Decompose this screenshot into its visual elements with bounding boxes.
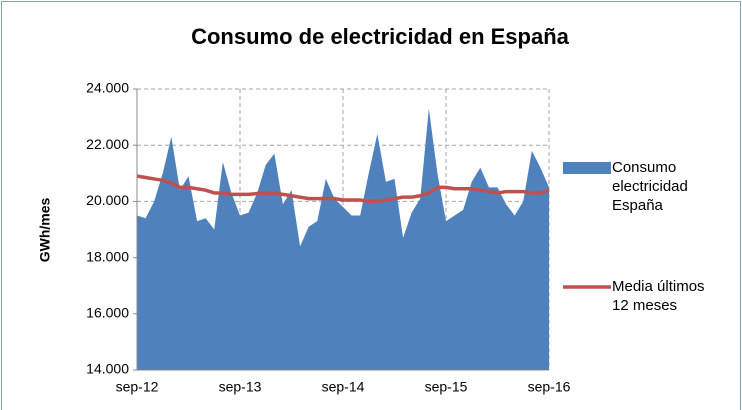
legend-label: Consumo electricidad España [612, 159, 688, 214]
x-tick-label: sep-15 [425, 379, 468, 395]
x-tick-label: sep-16 [528, 379, 571, 395]
x-tick-label: sep-14 [322, 379, 365, 395]
y-tick-label: 22.000 [86, 136, 129, 152]
legend-item: Consumo electricidad España [612, 159, 688, 214]
y-tick-label: 20.000 [86, 192, 129, 208]
line [136, 174, 550, 204]
legend-label: Media últimos 12 meses [612, 278, 705, 314]
x-tick-label: sep-13 [219, 379, 262, 395]
chart-title: Consumo de electricidad en España [191, 24, 570, 49]
legend-item: Media últimos 12 meses [612, 278, 705, 314]
area [137, 108, 549, 371]
y-tick-label: 18.000 [86, 248, 129, 264]
x-tick-label: sep-12 [116, 379, 159, 395]
y-tick-label: 14.000 [86, 361, 129, 377]
y-axis-label: GWh/mes [37, 198, 53, 263]
legend-swatch [563, 162, 611, 174]
y-tick-label: 24.000 [86, 80, 129, 96]
y-tick-label: 16.000 [86, 305, 129, 321]
